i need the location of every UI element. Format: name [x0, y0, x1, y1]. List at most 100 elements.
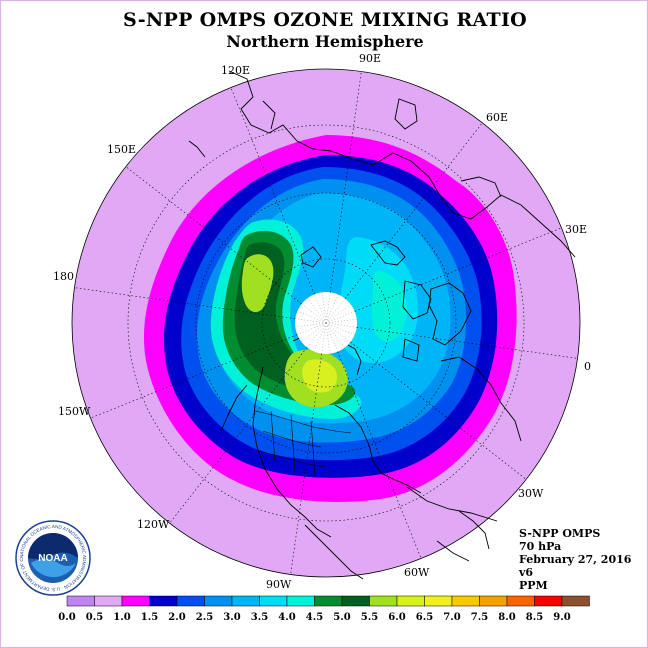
- meridian-line: [90, 334, 298, 419]
- colorbar-swatch: [231, 595, 260, 607]
- band-4.0-east: [372, 271, 407, 342]
- meridian-line: [169, 347, 308, 524]
- polar-spoke: [325, 294, 339, 324]
- colorbar-tick-label: 7.0: [443, 612, 460, 623]
- polar-spoke: [295, 318, 327, 324]
- polar-grid-spokes: [295, 292, 357, 354]
- polar-spoke: [321, 322, 327, 354]
- figure-subtitle: Northern Hemisphere: [226, 32, 424, 51]
- meridian-line: [330, 71, 362, 293]
- colorbar-ticks: 0.0 0.5 1.0 1.5 2.0 2.5 3.0 3.5 4.0 4.5 5.0 5.5 6.0 6…: [58, 612, 570, 623]
- colorbar-swatch: [561, 595, 590, 607]
- meridian-line: [290, 353, 322, 575]
- colorbar-tick-label: 0.5: [86, 612, 103, 623]
- polar-spoke: [301, 303, 327, 324]
- colorbar-swatch: [314, 595, 343, 607]
- polar-spoke: [325, 304, 351, 324]
- lon-label-30E: 30E: [565, 223, 587, 236]
- polar-spoke: [306, 322, 327, 348]
- info-units: PPM: [519, 579, 548, 592]
- colorbar-tick-label: 2.0: [168, 612, 185, 623]
- coastlines: [188, 70, 576, 580]
- colorbar-swatch: [506, 595, 535, 607]
- meridian-line: [356, 327, 578, 359]
- colorbar-swatch: [121, 595, 150, 607]
- meridian-line: [354, 227, 562, 312]
- lon-label-120W: 120W: [137, 518, 170, 531]
- lon-label-150E: 150E: [107, 143, 136, 156]
- lon-label-60W: 60W: [404, 566, 430, 579]
- meridian-line: [337, 351, 422, 559]
- colorbar-tick-label: 1.0: [113, 612, 130, 623]
- colorbar-tick-label: 5.5: [361, 612, 378, 623]
- polar-spoke: [314, 294, 327, 324]
- lon-label-30W: 30W: [518, 487, 544, 500]
- lobe-5.5-pacific: [241, 254, 274, 313]
- colorbar-tick-label: 5.0: [333, 612, 350, 623]
- polar-spoke: [307, 298, 327, 324]
- colorbar-tick-label: 4.5: [306, 612, 323, 623]
- figure-title: S-NPP OMPS OZONE MIXING RATIO: [122, 9, 528, 31]
- colorbar-swatch: [149, 595, 178, 607]
- lon-label-150W: 150W: [58, 405, 91, 418]
- polar-spoke: [325, 322, 338, 352]
- polar-spoke: [325, 322, 355, 336]
- meridian-line: [74, 287, 296, 319]
- colorbar-swatches: [66, 595, 590, 607]
- info-instrument: S-NPP OMPS: [519, 527, 601, 540]
- colorbar-tick-label: 3.0: [223, 612, 240, 623]
- colorbar-swatch: [66, 595, 95, 607]
- noaa-logo: NOAA NATIONAL OCEANIC AND ATMOSPHERIC AD…: [14, 519, 91, 596]
- longitude-labels: 90E 60E 30E 0 30W 60W 90W 120W 150W 180 …: [53, 52, 591, 591]
- polar-spoke: [325, 318, 357, 324]
- meridians: [74, 71, 578, 575]
- colorbar-swatch: [479, 595, 508, 607]
- polar-spoke: [325, 298, 346, 324]
- lon-label-120E: 120E: [221, 64, 250, 77]
- colorbar-swatch: [534, 595, 563, 607]
- colorbar-swatch: [259, 595, 288, 607]
- colorbar-tick-label: 3.5: [251, 612, 268, 623]
- meridian-line: [230, 87, 315, 295]
- noaa-logo-text: NOAA: [38, 553, 67, 564]
- colorbar-tick-label: 6.0: [388, 612, 405, 623]
- polar-spoke: [325, 322, 351, 343]
- polar-spoke: [325, 311, 355, 324]
- polar-spoke: [325, 322, 357, 328]
- lon-label-90E: 90E: [359, 52, 381, 65]
- meridian-line: [344, 122, 483, 299]
- polar-spoke: [301, 322, 327, 342]
- lobe-6.0: [302, 359, 337, 393]
- colorbar-tick-label: 0.0: [58, 612, 75, 623]
- colorbar-swatch: [94, 595, 123, 607]
- political-borders: [254, 410, 352, 478]
- colorbar-tick-label: 8.0: [498, 612, 515, 623]
- colorbar-swatch: [424, 595, 453, 607]
- colorbar-swatch: [176, 595, 205, 607]
- lon-label-180: 180: [53, 270, 74, 283]
- colorbar-tick-label: 2.5: [196, 612, 213, 623]
- colorbar-swatch: [451, 595, 480, 607]
- polar-spoke: [297, 310, 327, 324]
- colorbar-tick-label: 1.5: [141, 612, 158, 623]
- meridian-line: [350, 341, 527, 480]
- colorbar-swatch: [396, 595, 425, 607]
- colorbar-tick-label: 7.5: [471, 612, 488, 623]
- colorbar: 0.0 0.5 1.0 1.5 2.0 2.5 3.0 3.5 4.0 4.5 5.0 5.5 6.0 6…: [58, 595, 590, 623]
- info-block: S-NPP OMPS 70 hPa February 27, 2016 v6 P…: [519, 527, 631, 592]
- colorbar-swatch: [204, 595, 233, 607]
- lon-label-60E: 60E: [486, 111, 508, 124]
- colorbar-swatch: [369, 595, 398, 607]
- polar-spoke: [295, 322, 327, 328]
- meridian-line: [125, 166, 302, 305]
- polar-spoke: [321, 292, 327, 324]
- info-version: v6: [519, 566, 534, 579]
- colorbar-tick-label: 9.0: [553, 612, 570, 623]
- lon-label-0: 0: [584, 360, 591, 373]
- polar-spoke: [325, 322, 331, 354]
- colorbar-tick-label: 4.0: [278, 612, 295, 623]
- colorbar-swatch: [341, 595, 370, 607]
- info-level: 70 hPa: [519, 540, 562, 553]
- polar-spoke: [325, 292, 331, 324]
